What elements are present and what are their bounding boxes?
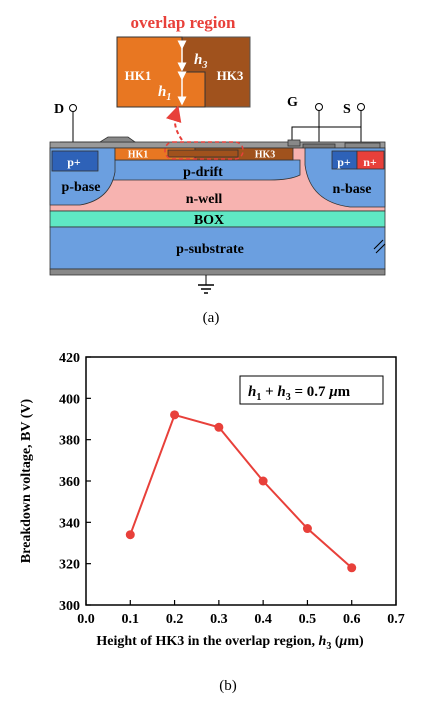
right-n-plus-label: n+: [363, 155, 377, 169]
right-p-plus-label: p+: [337, 155, 351, 169]
source-terminal: [357, 103, 365, 111]
inset-h3-label: h3: [194, 52, 207, 71]
device-cross-section: overlap region HK1 HK3 h3 h1 D G S: [49, 13, 386, 326]
x-tick-label: 0.0: [77, 612, 95, 627]
y-tick-label: 300: [59, 599, 80, 614]
inset-h1-label: h1: [158, 84, 171, 103]
p-substrate-layer: [49, 226, 386, 270]
y-tick-label: 420: [59, 351, 80, 366]
gate-terminal: [315, 103, 323, 111]
left-p-plus-label: p+: [67, 155, 81, 169]
breakdown-voltage-chart: 300 320 340 360 380 400 420 0.0 0.1 0.2 0.3 0.4 0.5…: [19, 351, 405, 694]
data-point: [214, 422, 224, 432]
data-point: [170, 410, 180, 420]
pointer-arrow: [166, 105, 183, 141]
y-tick-label: 380: [59, 434, 80, 449]
hk1-label: HK1: [128, 150, 149, 161]
y-axis-label: Breakdown voltage, BV (V): [19, 398, 34, 563]
p-substrate-label: p-substrate: [176, 242, 244, 257]
caption-a: (a): [203, 310, 220, 326]
data-point: [125, 530, 135, 540]
gate-label: G: [287, 95, 298, 110]
y-tick-label: 340: [59, 516, 80, 531]
x-tick-label: 0.3: [210, 612, 228, 627]
x-tick-label: 0.4: [254, 612, 272, 627]
data-point: [347, 563, 357, 573]
y-tick-label: 360: [59, 475, 80, 490]
back-contact: [49, 268, 386, 276]
box-label: BOX: [194, 213, 224, 228]
data-point: [258, 476, 268, 486]
source-label: S: [343, 102, 351, 117]
right-n-plus: [356, 150, 385, 170]
caption-b: (b): [219, 678, 237, 694]
y-tick-label: 400: [59, 392, 80, 407]
data-point: [302, 524, 312, 534]
inset-hk3-label: HK3: [217, 68, 244, 83]
drain-label: D: [54, 102, 64, 117]
hk3-label: HK3: [255, 150, 276, 161]
overlap-inset: HK1 HK3 h3 h1: [116, 36, 251, 108]
x-tick-label: 0.7: [387, 612, 405, 627]
x-tick-label: 0.6: [343, 612, 361, 627]
overlap-highlight: [164, 141, 244, 160]
drain-terminal: [69, 104, 77, 112]
n-well-label: n-well: [186, 192, 223, 207]
x-tick-label: 0.1: [122, 612, 140, 627]
series-line: [129, 413, 353, 569]
annotation-text: h1 + h3 = 0.7 μm: [248, 384, 351, 403]
p-drift-label: p-drift: [183, 165, 223, 180]
left-p-plus: [51, 150, 99, 172]
x-tick-label: 0.2: [166, 612, 184, 627]
x-tick-label: 0.5: [299, 612, 317, 627]
annotation-box: h1 + h3 = 0.7 μm: [239, 375, 384, 405]
inset-title: overlap region: [131, 13, 237, 32]
x-axis-label: Height of HK3 in the overlap region, h3 …: [96, 634, 364, 652]
p-base-label: p-base: [62, 180, 101, 195]
n-base-label: n-base: [333, 182, 372, 197]
y-tick-label: 320: [59, 558, 80, 573]
inset-hk1-label: HK1: [125, 68, 152, 83]
